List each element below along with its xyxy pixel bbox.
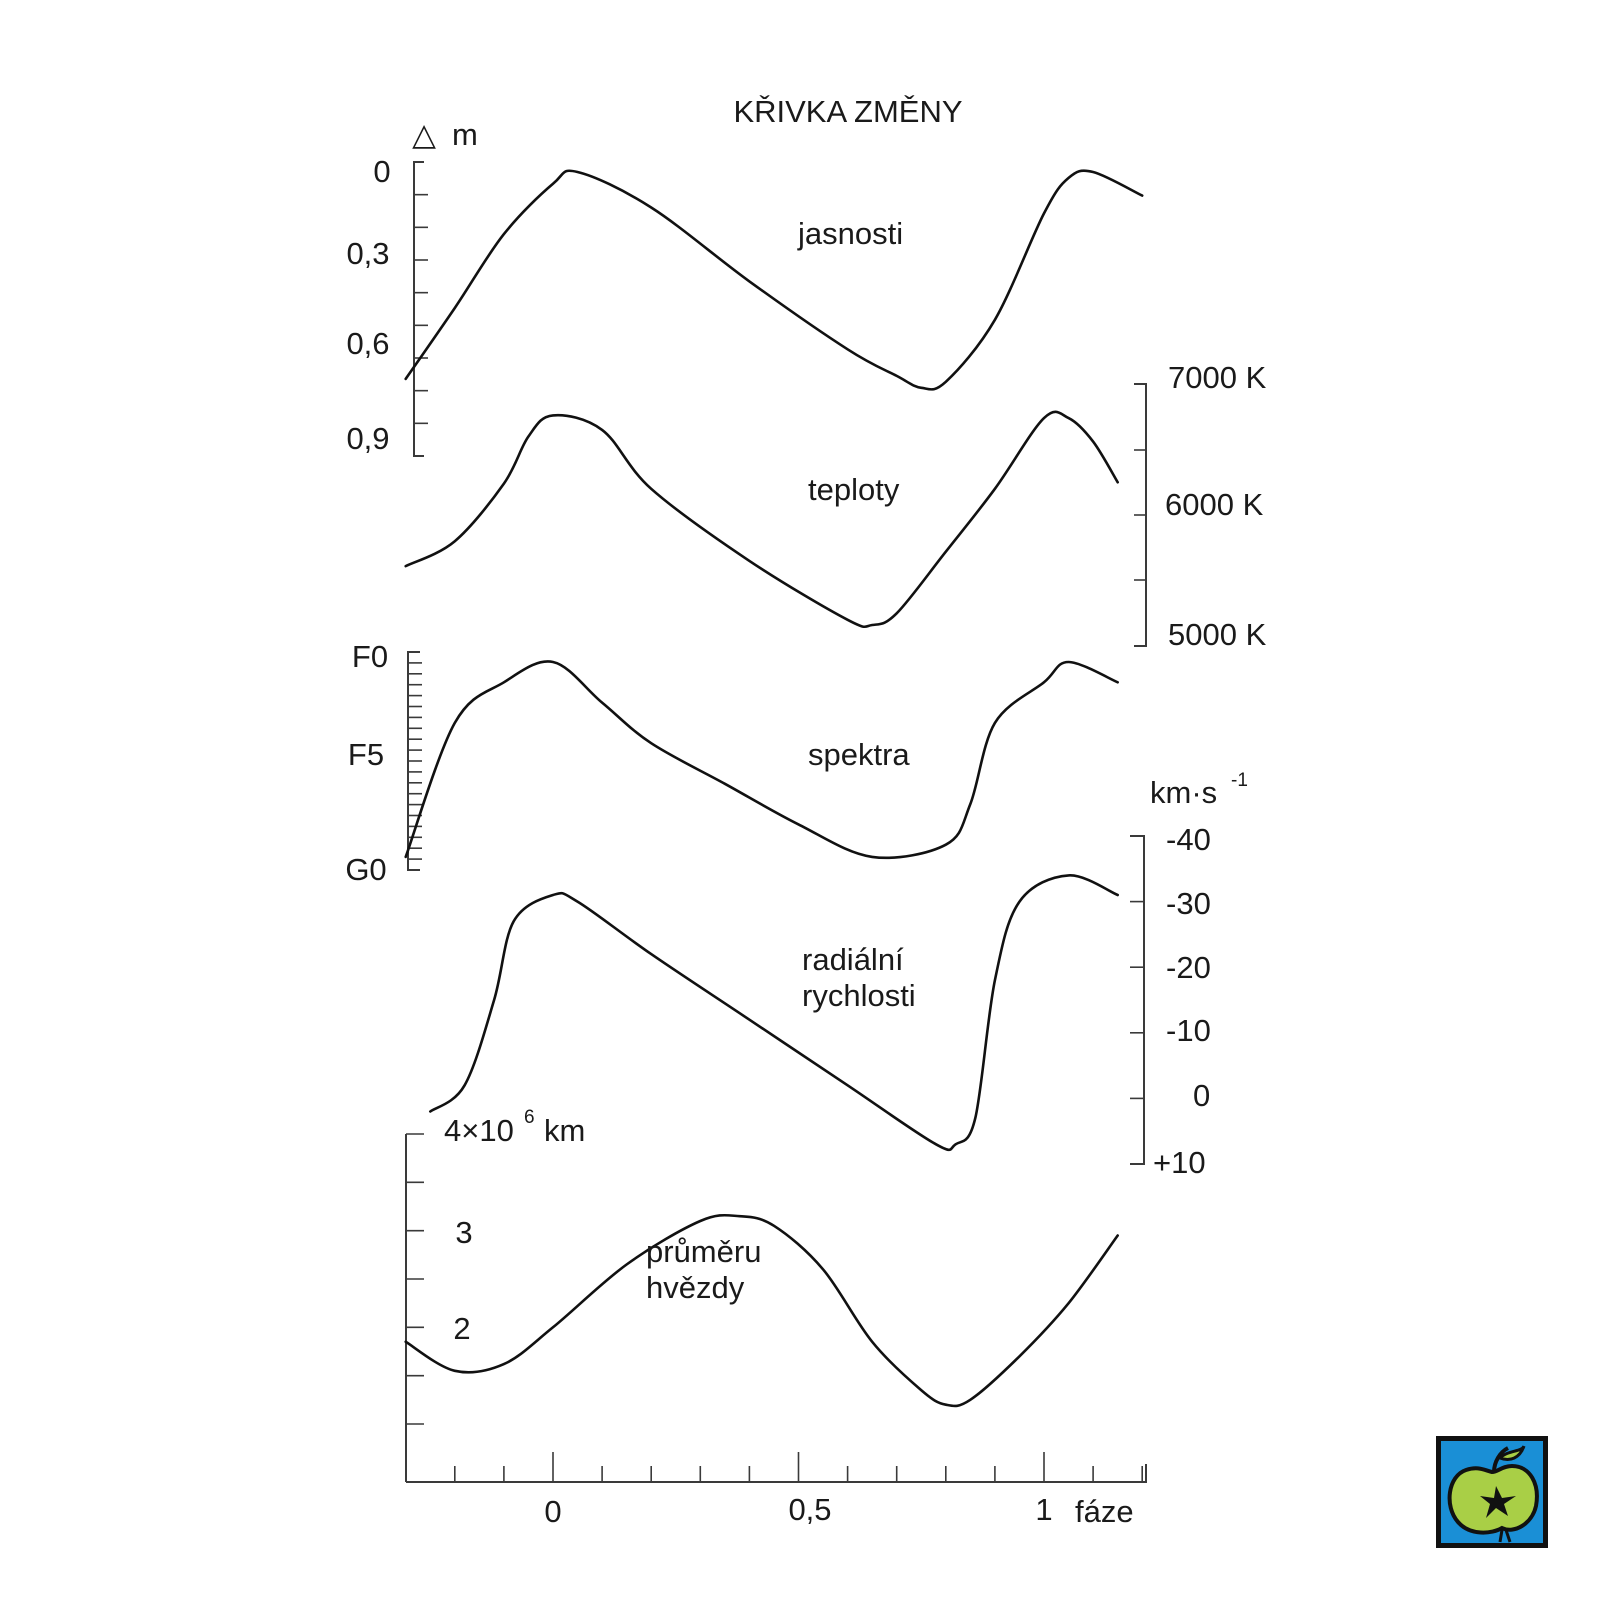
velocity-axis: km·s -1 -40 -30 -20 -10 0 +10: [1130, 770, 1248, 1180]
apple-stem-icon: [1492, 1446, 1510, 1473]
brightness-axis: △ m 0 0,3 0,6 0,9: [346, 117, 478, 457]
velocity-curve-label-line2: rychlosti: [802, 978, 916, 1013]
velocity-tick-label-0: -40: [1166, 822, 1211, 857]
brightness-tick-label-1: 0,3: [346, 236, 389, 271]
diameter-curve: [404, 1213, 1119, 1408]
brightness-tick-label-0: 0: [373, 154, 390, 189]
temperature-curve-label: teploty: [808, 472, 900, 507]
chart-title: KŘIVKA ZMĚNY: [733, 94, 962, 129]
velocity-tick-label-2: -20: [1166, 950, 1211, 985]
brightness-axis-symbol: △: [412, 117, 436, 152]
velocity-tick-label-1: -30: [1166, 886, 1211, 921]
velocity-tick-label-5: +10: [1153, 1145, 1206, 1180]
velocity-axis-title-exp: -1: [1231, 770, 1248, 791]
spectrum-tick-label-0: F0: [352, 639, 388, 674]
brightness-curve-label: jasnosti: [797, 216, 903, 251]
apple-star-icon: [1480, 1486, 1516, 1518]
phase-tick-label-0: 0: [544, 1494, 561, 1529]
diameter-axis: 4×10 6 km 3 2: [405, 1107, 585, 1482]
phase-tick-label-2: 1: [1035, 1492, 1052, 1527]
apple-logo: [1436, 1436, 1548, 1548]
temperature-tick-label-0: 7000 K: [1168, 360, 1267, 395]
spectrum-curve: [404, 660, 1119, 860]
diameter-tick-label-1: 2: [453, 1311, 470, 1346]
spectrum-tick-label-1: F5: [348, 737, 384, 772]
diameter-curve-label-line1: průměru: [646, 1234, 761, 1269]
apple-leaf-icon: [1497, 1445, 1526, 1461]
velocity-axis-title: km·s: [1150, 775, 1217, 810]
brightness-curve: [404, 169, 1144, 391]
brightness-axis-title: m: [452, 117, 478, 152]
velocity-curve-label-line1: radiální: [802, 942, 904, 977]
phase-tick-label-1: 0,5: [788, 1492, 831, 1527]
apple-bottom-icon: [1498, 1529, 1512, 1543]
diameter-tick-label-0: 3: [455, 1215, 472, 1250]
velocity-tick-label-4: 0: [1193, 1078, 1210, 1113]
velocity-tick-label-3: -10: [1166, 1013, 1211, 1048]
velocity-curve: [429, 874, 1119, 1152]
brightness-tick-label-3: 0,9: [346, 421, 389, 456]
spectrum-axis: F0 F5 G0: [345, 639, 422, 887]
phase-axis-title: fáze: [1075, 1494, 1134, 1529]
temperature-tick-label-2: 5000 K: [1168, 617, 1267, 652]
spectrum-tick-label-2: G0: [345, 852, 386, 887]
spectrum-curve-label: spektra: [808, 737, 910, 772]
temperature-curve: [404, 410, 1119, 629]
diameter-axis-top-label: 4×10: [444, 1113, 514, 1148]
diameter-axis-top-exp: 6: [524, 1107, 535, 1128]
temperature-tick-label-1: 6000 K: [1165, 487, 1264, 522]
diameter-axis-top-unit: km: [544, 1113, 585, 1148]
brightness-tick-label-2: 0,6: [346, 326, 389, 361]
temperature-axis: 7000 K 6000 K 5000 K: [1134, 360, 1267, 652]
phase-axis: 0 0,5 1 fáze: [406, 1452, 1147, 1529]
diameter-curve-label-line2: hvězdy: [646, 1270, 745, 1305]
